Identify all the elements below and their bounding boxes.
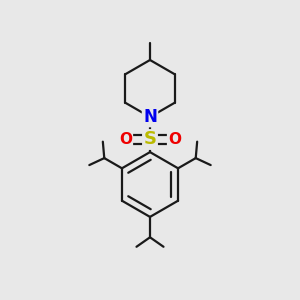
Text: O: O xyxy=(168,132,181,147)
Text: N: N xyxy=(143,108,157,126)
Text: S: S xyxy=(143,130,157,148)
Text: O: O xyxy=(119,132,132,147)
